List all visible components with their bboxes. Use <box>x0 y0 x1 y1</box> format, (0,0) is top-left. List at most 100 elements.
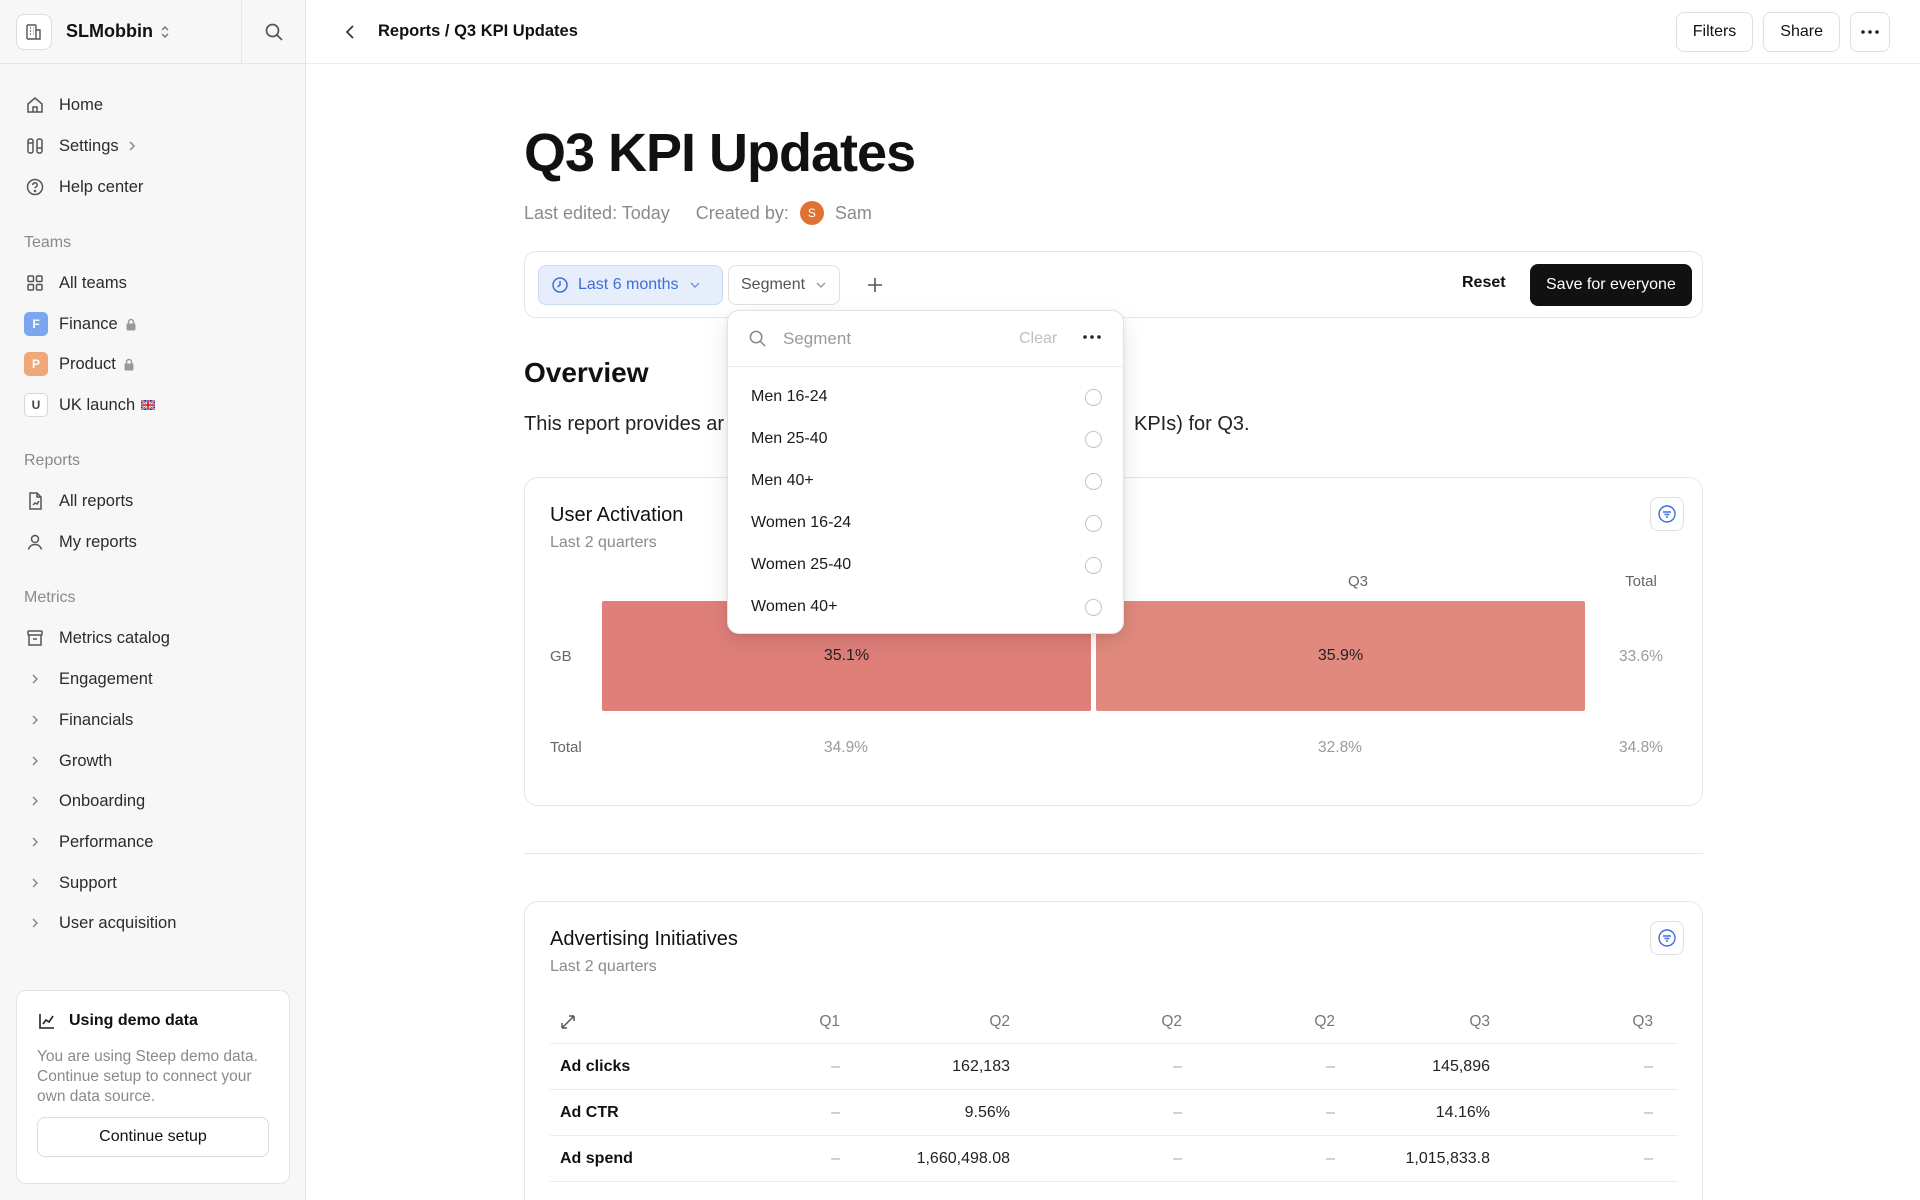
radio-button[interactable] <box>1085 388 1102 406</box>
table-row[interactable]: Ad CTR – 9.56% – – 14.16% – <box>550 1090 1678 1136</box>
table-row[interactable]: Ad spend – 1,660,498.08 – – 1,015,833.8 … <box>550 1136 1678 1182</box>
sidebar-item-uk-launch[interactable]: U UK launch <box>24 389 156 421</box>
table-cell: 145,896 <box>1432 1057 1490 1075</box>
segment-option-label: Men 40+ <box>751 472 814 489</box>
overview-text-start: This report provides ar <box>524 413 725 435</box>
help-circle-icon <box>24 176 46 198</box>
table-row[interactable]: Ad clicks – 162,183 – – 145,896 – <box>550 1044 1678 1090</box>
radio-button[interactable] <box>1085 556 1102 574</box>
top-actions: Filters Share <box>1675 12 1890 52</box>
table-cell: – <box>831 1103 840 1121</box>
filter-bar: Last 6 months Segment Reset Save for eve… <box>524 251 1703 318</box>
sidebar-item-onboarding[interactable]: Onboarding <box>24 785 145 817</box>
sidebar-item-help-center[interactable]: Help center <box>24 171 143 203</box>
radio-button[interactable] <box>1085 472 1102 490</box>
radio-button[interactable] <box>1085 430 1102 448</box>
table-cell: 14.16% <box>1435 1103 1490 1121</box>
segment-option[interactable]: Men 40+ <box>728 460 1123 502</box>
table-cell: – <box>1644 1057 1653 1075</box>
table-cell: 1,660,498.08 <box>916 1149 1010 1167</box>
reset-button[interactable]: Reset <box>1462 274 1506 291</box>
back-button[interactable] <box>336 18 364 46</box>
radio-button[interactable] <box>1085 598 1102 616</box>
segment-option-label: Men 16-24 <box>751 388 828 405</box>
row-name: Ad spend <box>560 1149 633 1167</box>
lock-icon <box>123 358 135 371</box>
sidebar-item-all-teams[interactable]: All teams <box>24 267 127 299</box>
workspace-switcher[interactable]: SLMobbin <box>0 0 242 64</box>
demo-title-text: Using demo data <box>69 1012 198 1029</box>
sidebar-search-button[interactable] <box>242 0 305 64</box>
total-cell: 34.9% <box>824 739 868 756</box>
sidebar-item-label: Growth <box>59 751 113 770</box>
row-name: Ad CTR <box>560 1103 619 1121</box>
sidebar-item-my-reports[interactable]: My reports <box>24 526 137 558</box>
filters-button[interactable]: Filters <box>1675 12 1754 52</box>
segment-option[interactable]: Women 40+ <box>728 586 1123 628</box>
section-label-teams: Teams <box>24 234 72 251</box>
swap-axes-button[interactable] <box>558 1000 578 1043</box>
segment-option[interactable]: Women 25-40 <box>728 544 1123 586</box>
segment-option-label: Men 25-40 <box>751 430 828 447</box>
last-edited: Last edited: Today <box>524 202 670 223</box>
sidebar-item-product[interactable]: P Product <box>24 348 135 380</box>
segment-filter-chip[interactable]: Segment <box>728 265 841 305</box>
table-header: Q1 Q2 Q2 Q2 Q3 Q3 <box>550 1000 1678 1044</box>
column-header: Q2 <box>1314 1012 1335 1030</box>
segment-option[interactable]: Men 16-24 <box>728 376 1123 418</box>
segment-search[interactable]: Segment Clear <box>728 311 1123 367</box>
row-total: 33.6% <box>1619 648 1663 665</box>
chevron-right-icon <box>24 750 46 772</box>
add-filter-button[interactable] <box>861 271 889 299</box>
continue-setup-button[interactable]: Continue setup <box>37 1117 269 1157</box>
sidebar-item-growth[interactable]: Growth <box>24 745 112 777</box>
save-for-everyone-button[interactable]: Save for everyone <box>1530 264 1692 306</box>
segment-filter-label: Segment <box>741 276 806 293</box>
chevron-right-icon <box>24 831 46 853</box>
more-options-button[interactable] <box>1083 335 1101 339</box>
sidebar-item-engagement[interactable]: Engagement <box>24 663 153 695</box>
segment-option[interactable]: Men 25-40 <box>728 418 1123 460</box>
more-options-button[interactable] <box>1850 12 1890 52</box>
sidebar-item-label: Home <box>59 95 104 114</box>
sidebar-item-all-reports[interactable]: All reports <box>24 485 133 517</box>
page-meta: Last edited: Today Created by: S Sam <box>524 201 872 225</box>
card-filter-button[interactable] <box>1650 497 1684 531</box>
overview-heading: Overview <box>524 357 649 388</box>
period-filter-chip[interactable]: Last 6 months <box>538 265 723 305</box>
sidebar-item-support[interactable]: Support <box>24 867 117 899</box>
clear-button[interactable]: Clear <box>1019 329 1058 347</box>
section-divider <box>524 853 1703 854</box>
sidebar-item-user-acquisition[interactable]: User acquisition <box>24 907 176 939</box>
table-cell: 1,015,833.8 <box>1405 1149 1490 1167</box>
grid-icon <box>24 272 46 294</box>
team-badge: F <box>24 312 48 336</box>
uk-flag-icon <box>141 400 156 410</box>
table-cell: – <box>831 1057 840 1075</box>
sidebar: SLMobbin Home Settings Help center Teams <box>0 0 306 1200</box>
sidebar-item-home[interactable]: Home <box>24 89 103 121</box>
share-button[interactable]: Share <box>1763 12 1840 52</box>
sidebar-item-metrics-catalog[interactable]: Metrics catalog <box>24 622 170 654</box>
segment-option[interactable]: Women 16-24 <box>728 502 1123 544</box>
sidebar-item-performance[interactable]: Performance <box>24 826 153 858</box>
ellipsis-icon <box>1083 335 1101 339</box>
card-filter-button[interactable] <box>1650 921 1684 955</box>
demo-data-card: Using demo data You are using Steep demo… <box>16 990 290 1184</box>
sidebar-item-finance[interactable]: F Finance <box>24 308 137 340</box>
sidebar-item-settings[interactable]: Settings <box>24 130 137 162</box>
segment-option-label: Women 25-40 <box>751 556 852 573</box>
sidebar-item-label: User acquisition <box>59 913 177 932</box>
team-badge: P <box>24 352 48 376</box>
sidebar-item-label: Support <box>59 873 117 892</box>
chevron-updown-icon <box>159 24 171 40</box>
radio-button[interactable] <box>1085 514 1102 532</box>
clock-icon <box>552 277 568 293</box>
table-cell: – <box>1644 1149 1653 1167</box>
sidebar-item-label: Performance <box>59 832 154 851</box>
heatmap-cell[interactable]: 35.9% <box>1096 601 1585 711</box>
card-subtitle: Last 2 quarters <box>550 958 657 975</box>
sidebar-item-financials[interactable]: Financials <box>24 704 133 736</box>
advertising-table: Q1 Q2 Q2 Q2 Q3 Q3 Ad clicks – 162,183 – … <box>550 1000 1678 1182</box>
building-icon <box>16 13 52 50</box>
